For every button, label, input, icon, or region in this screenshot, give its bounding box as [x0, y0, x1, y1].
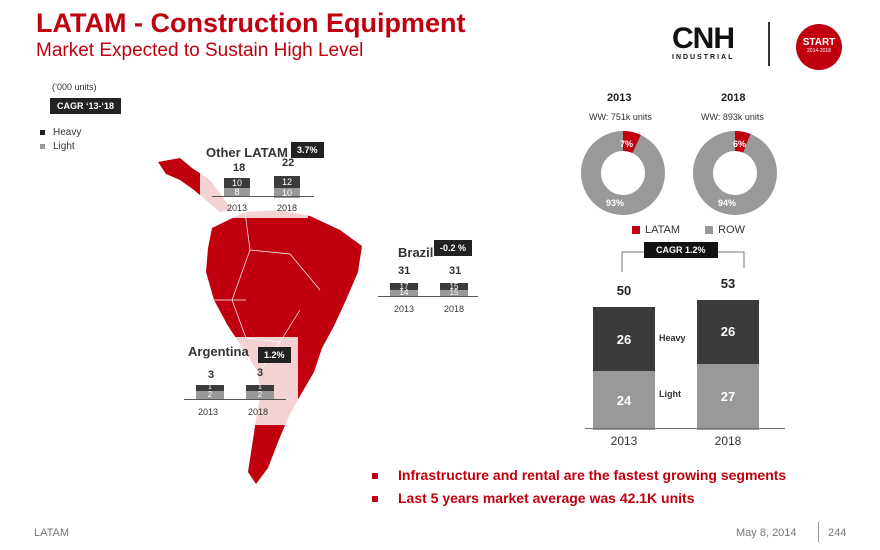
other-latam-light-2018: 10 [274, 188, 300, 198]
start-badge-sub: 2014-2018 [807, 48, 831, 54]
logo-sub-text: INDUSTRIAL [672, 54, 735, 61]
bullet-text: Infrastructure and rental are the fastes… [398, 467, 787, 483]
other-latam-total-2013: 18 [233, 162, 246, 174]
x-tick-2013: 2013 [610, 434, 638, 448]
bar-heavy-2013: 26 [593, 307, 655, 372]
footer-page-number: 244 [828, 527, 847, 539]
legend-row-label: ROW [718, 224, 745, 236]
donut-2013-row-ring [581, 131, 665, 215]
donut-legend: LATAM ROW [632, 224, 745, 236]
donut-2018-latam-arc [693, 131, 777, 215]
stacked-bar-chart: 24 26 50 2013 27 26 53 2018 Heavy Light [585, 270, 785, 448]
argentina-cagr-badge: 1.2% [258, 347, 291, 363]
bullet-item: Infrastructure and rental are the fastes… [372, 464, 786, 487]
bullet-text: Last 5 years market average was 42.1K un… [398, 490, 695, 506]
argentina-heavy-2013: 1 [196, 384, 224, 391]
brazil-total-2013: 31 [398, 265, 411, 277]
segment-legend: Heavy Light [40, 126, 81, 154]
brazil-year-2013: 2013 [394, 304, 415, 314]
brazil-year-2018: 2018 [444, 304, 465, 314]
logo-divider [768, 22, 770, 66]
brazil-total-2018: 31 [449, 265, 462, 277]
bar-light-2013: 24 [593, 371, 655, 430]
argentina-total-2018: 3 [257, 367, 264, 379]
other-latam-year-2018: 2018 [277, 203, 298, 213]
other-latam-light-2013: 8 [224, 188, 250, 197]
argentina-total-2013: 3 [208, 369, 215, 381]
argentina-baseline [184, 399, 286, 400]
bar-chart-baseline [585, 428, 785, 429]
units-note: (’000 units) [52, 82, 97, 92]
legend-heavy-swatch [40, 129, 45, 135]
argentina-heavy-2018: 1 [246, 384, 274, 391]
bullet-item: Last 5 years market average was 42.1K un… [372, 487, 786, 510]
logo-main-text: CNH [672, 22, 735, 55]
other-latam-title: Other LATAM [206, 145, 288, 160]
brazil-baseline [378, 296, 478, 297]
cagr-main-badge: CAGR 1.2% [644, 242, 718, 258]
bullet-marker [372, 496, 378, 503]
page-subtitle: Market Expected to Sustain High Level [36, 40, 364, 61]
donut-2018-latam-label: 6% [733, 139, 747, 149]
donut-year-2013: 2013 [607, 92, 632, 104]
start-badge: START 2014-2018 [796, 24, 842, 70]
donut-2013-row-label: 93% [606, 198, 625, 208]
argentina-year-2018: 2018 [248, 407, 269, 417]
brazil-heavy-2018: 15 [440, 283, 468, 291]
donut-ww-2018: WW: 893k units [701, 112, 764, 122]
brazil-title: Brazil [398, 245, 434, 260]
start-badge-label: START [802, 37, 836, 48]
donut-year-2018: 2018 [721, 92, 746, 104]
legend-heavy-label: Heavy [53, 127, 82, 138]
footer-divider [818, 522, 819, 542]
bar-light-2018: 27 [697, 363, 759, 430]
legend-light: Light [40, 140, 81, 154]
brazil-heavy-2013: 17 [390, 283, 418, 291]
bar-total-2018: 53 [720, 276, 736, 291]
series-label-heavy: Heavy [659, 333, 686, 344]
bullet-list: Infrastructure and rental are the fastes… [372, 464, 786, 510]
x-tick-2018: 2018 [714, 434, 742, 448]
cagr-period-tag: CAGR ‘13-‘18 [50, 98, 122, 114]
other-latam-cagr-badge: 3.7% [291, 142, 324, 158]
footer-date: May 8, 2014 [736, 527, 797, 539]
donut-2018-row-label: 94% [718, 198, 737, 208]
argentina-title: Argentina [188, 344, 249, 359]
bullet-marker [372, 473, 378, 480]
other-latam-heavy-2018: 12 [274, 176, 300, 188]
donut-ww-2013: WW: 751k units [589, 112, 652, 122]
other-latam-total-2018: 22 [282, 157, 295, 169]
legend-heavy: Heavy [40, 126, 81, 140]
page-title: LATAM - Construction Equipment [36, 8, 466, 38]
bar-heavy-2018: 26 [697, 300, 759, 364]
brazil-light-2018: 15 [440, 289, 468, 297]
legend-light-swatch [40, 143, 45, 149]
other-latam-heavy-2013: 10 [224, 178, 250, 188]
donut-2013-latam-label: 7% [620, 139, 634, 149]
cnh-logo: CNH INDUSTRIAL [672, 22, 752, 62]
legend-row-swatch [705, 226, 714, 235]
legend-latam-swatch [632, 226, 640, 235]
legend-light-label: Light [53, 141, 75, 152]
other-latam-year-2013: 2013 [227, 203, 248, 213]
bar-total-2013: 50 [616, 283, 632, 299]
donut-2013 [581, 131, 665, 215]
brazil-light-2013: 14 [390, 289, 418, 297]
argentina-light-2013: 2 [196, 391, 224, 399]
brazil-cagr-badge: -0.2 % [434, 240, 473, 256]
legend-latam-label: LATAM [645, 224, 681, 236]
donut-2018 [693, 131, 777, 215]
other-latam-baseline [212, 196, 314, 197]
argentina-year-2013: 2013 [198, 407, 219, 417]
series-label-light: Light [659, 388, 681, 399]
argentina-light-2018: 2 [246, 391, 274, 399]
footer-section: LATAM [34, 527, 70, 539]
donut-2013-latam-arc [581, 131, 665, 215]
